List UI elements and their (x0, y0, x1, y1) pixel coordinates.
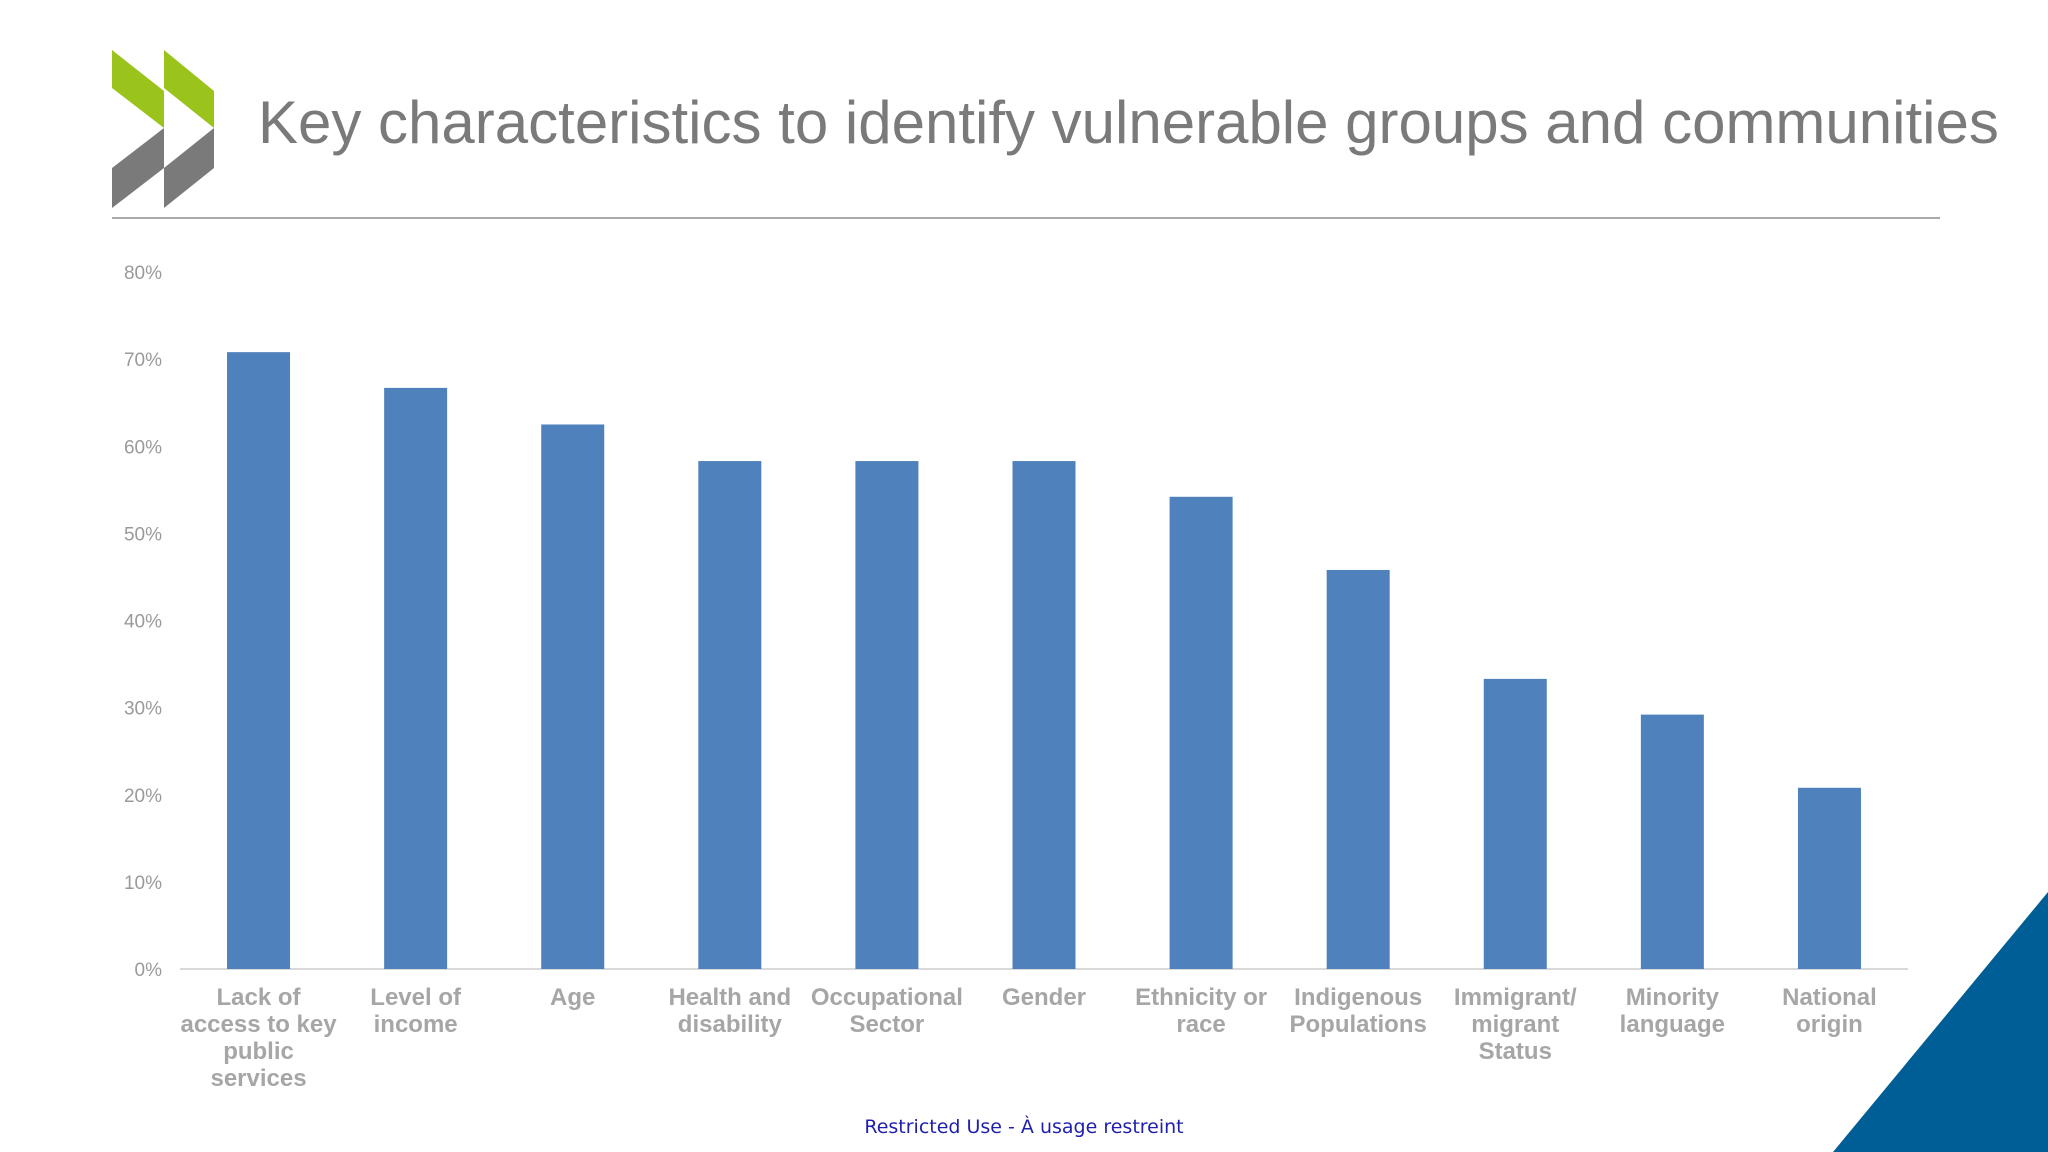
bar (1012, 461, 1076, 969)
y-tick-label: 10% (124, 873, 162, 894)
logo-chevron-right-top (164, 50, 214, 128)
y-tick-label: 40% (124, 612, 162, 633)
bar (1169, 496, 1233, 969)
y-tick-label: 70% (124, 350, 162, 371)
x-category-label: Minority language (1620, 984, 1725, 1038)
bar (1640, 714, 1704, 969)
bar (384, 387, 448, 970)
y-tick-label: 50% (124, 524, 162, 545)
x-category-label: Immigrant/migrant Status (1454, 984, 1577, 1065)
bar (1326, 569, 1390, 969)
bar (227, 352, 291, 969)
bar (541, 424, 605, 969)
x-axis-categories: Lack of access to key public services Level … (180, 984, 1876, 1092)
title-divider (112, 217, 1940, 219)
x-category-label: Lack of access to key public services (180, 984, 337, 1092)
y-tick-label: 30% (124, 699, 162, 720)
y-tick-label: 20% (124, 786, 162, 807)
bars (227, 352, 1861, 970)
x-category-label: Ethnicity or race (1135, 984, 1267, 1038)
bar (698, 461, 762, 969)
x-category-label: Level of income (370, 984, 462, 1038)
bar (1797, 787, 1861, 969)
x-category-label: Gender (1002, 984, 1086, 1011)
logo-chevron-left-bottom (112, 128, 164, 208)
x-category-label: Occupational Sector (811, 984, 963, 1038)
oecd-logo (112, 50, 214, 208)
x-category-label: Age (550, 984, 595, 1011)
x-category-label: Health and disability (668, 984, 791, 1038)
y-axis-ticks: 0% 10% 20% 30% 40% 50% 60% 70% 80% (124, 263, 162, 981)
logo-chevron-right-bottom (164, 128, 214, 208)
x-category-label: National origin (1782, 984, 1877, 1038)
corner-decoration (1833, 892, 2048, 1152)
footer-classification: Restricted Use - À usage restreint (864, 1116, 1184, 1138)
bar (855, 461, 919, 969)
y-tick-label: 60% (124, 437, 162, 458)
x-category-label: Indigenous Populations (1290, 984, 1427, 1038)
y-tick-label: 80% (124, 263, 162, 284)
y-tick-label: 0% (135, 960, 163, 981)
logo-chevron-left-top (112, 50, 164, 128)
slide-title: Key characteristics to identify vulnerab… (258, 89, 1999, 156)
bar (1483, 678, 1547, 969)
